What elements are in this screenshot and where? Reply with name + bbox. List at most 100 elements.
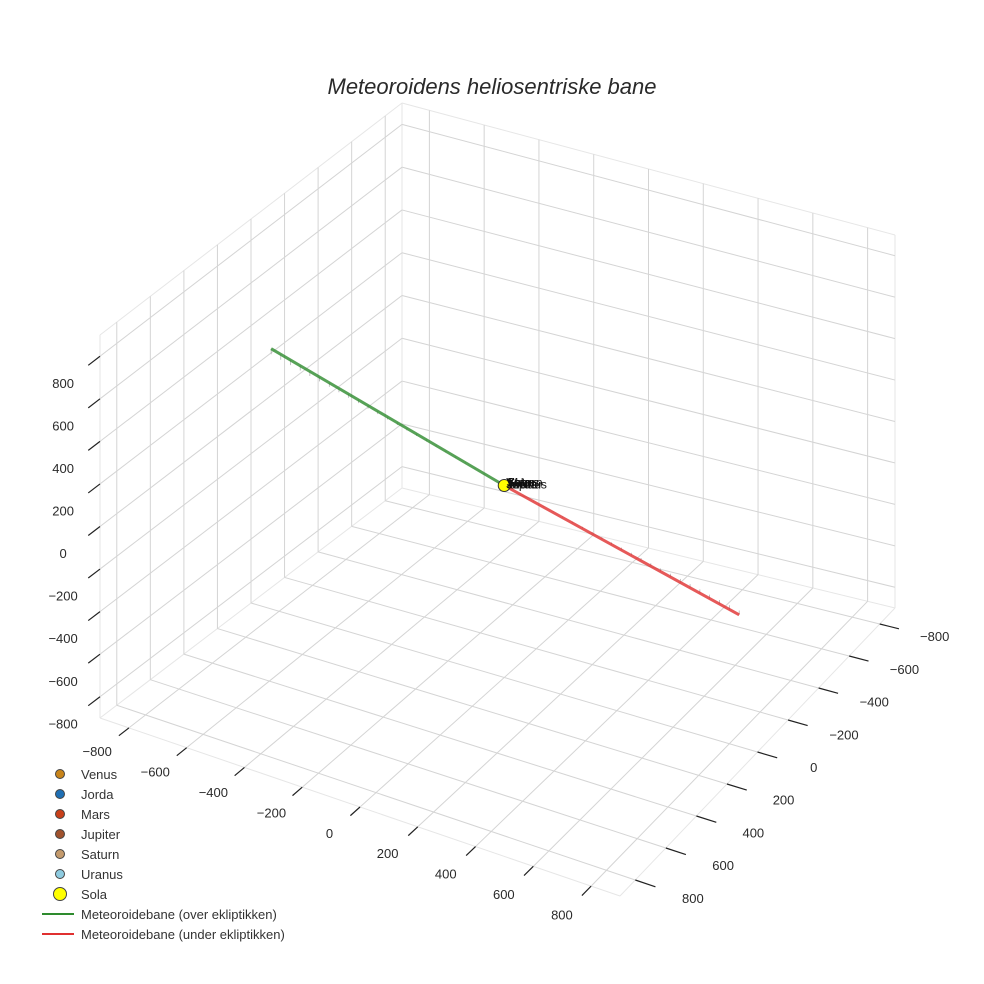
legend-line-icon — [36, 924, 84, 944]
z-tick — [87, 440, 101, 451]
grid-lines — [99, 102, 896, 897]
trajectory-line — [270, 347, 506, 487]
legend: Venus Jorda Mars Jupiter Saturn Uranus Sola Met… — [36, 764, 285, 944]
legend-item[interactable]: Jorda — [36, 784, 285, 804]
grid-line — [99, 166, 403, 400]
body-label: Saturn — [507, 476, 542, 490]
x-tick-label: 600 — [493, 887, 515, 902]
body-label: Sola — [506, 476, 530, 490]
x-tick-label: 200 — [377, 846, 399, 861]
grid-line — [99, 123, 403, 357]
grid-line — [150, 679, 666, 849]
y-tick — [757, 751, 778, 759]
x-tick — [292, 786, 303, 797]
legend-dot-icon — [36, 884, 84, 904]
x-tick-label: 0 — [326, 826, 333, 841]
z-tick — [87, 611, 101, 622]
x-tick — [523, 865, 534, 877]
y-tick-label: −200 — [829, 727, 858, 742]
y-tick-label: 0 — [810, 760, 817, 775]
trajectory-line — [503, 484, 740, 617]
legend-dot-icon — [36, 864, 84, 884]
legend-item[interactable]: Meteoroidebane (under ekliptikken) — [36, 924, 285, 944]
body-label: Jorda — [507, 478, 537, 492]
y-tick — [849, 655, 869, 662]
z-tick — [87, 696, 101, 707]
legend-dot-icon — [36, 784, 84, 804]
legend-line-icon — [36, 904, 84, 924]
z-tick — [87, 653, 101, 664]
z-tick-label: 800 — [52, 376, 74, 391]
y-tick — [787, 719, 808, 727]
z-tick-label: −200 — [48, 589, 77, 604]
grid-line — [590, 600, 868, 887]
z-tick — [87, 355, 101, 366]
y-tick-label: 200 — [773, 793, 795, 808]
x-tick-label: −200 — [257, 805, 286, 820]
legend-dot-icon — [36, 764, 84, 784]
axis-ticks: −800 −800 −800 −600 −600 −600 −400 −400 −400 −200… — [48, 355, 949, 923]
z-tick-label: −400 — [48, 631, 77, 646]
y-tick — [818, 687, 839, 694]
legend-label: Meteoroidebane (over ekliptikken) — [81, 906, 277, 922]
legend-label: Jupiter — [81, 826, 121, 842]
legend-dot-icon — [36, 824, 84, 844]
z-tick — [87, 398, 101, 409]
grid-line — [532, 587, 814, 867]
grid-line — [401, 166, 896, 298]
y-tick — [696, 815, 717, 823]
body-label: Mars — [508, 476, 535, 490]
chart-title: Meteoroidens heliosentriske bane — [327, 74, 657, 99]
legend-label: Saturn — [81, 846, 120, 862]
x-tick — [581, 885, 592, 897]
grid-line — [417, 560, 704, 828]
legend-item[interactable]: Saturn — [36, 844, 285, 864]
y-tick-label: 600 — [712, 858, 734, 873]
y-tick — [635, 879, 656, 888]
z-tick-label: −600 — [48, 674, 77, 689]
x-tick — [465, 846, 476, 857]
grid-line — [401, 123, 896, 257]
grid-line — [475, 574, 759, 847]
legend-item[interactable]: Mars — [36, 804, 285, 824]
x-tick-label: −600 — [141, 764, 170, 779]
x-tick-label: 800 — [551, 908, 573, 923]
body-label: Venus — [506, 476, 539, 490]
z-tick — [87, 568, 101, 579]
legend-label: Venus — [81, 766, 118, 782]
legend-item[interactable]: Uranus — [36, 864, 285, 884]
x-tick-label: −400 — [199, 785, 228, 800]
y-tick-label: −800 — [920, 629, 949, 644]
y-tick-label: 400 — [742, 825, 764, 840]
y-tick-label: −400 — [860, 695, 889, 710]
x-tick — [349, 806, 361, 817]
legend-label: Meteoroidebane (under ekliptikken) — [81, 926, 285, 942]
legend-label: Uranus — [81, 866, 123, 882]
y-tick-label: 800 — [682, 891, 704, 906]
grid-line — [217, 628, 728, 785]
legend-item[interactable]: Venus — [36, 764, 285, 784]
body-label: Jupiter — [506, 478, 542, 492]
y-tick — [726, 783, 747, 791]
legend-item[interactable]: Jupiter — [36, 824, 285, 844]
x-tick — [407, 826, 419, 837]
legend-item[interactable]: Meteoroidebane (over ekliptikken) — [36, 904, 285, 924]
legend-item[interactable]: Sola — [36, 884, 285, 904]
x-tick — [234, 766, 245, 777]
z-tick-label: 200 — [52, 504, 74, 519]
body-label: Uranus — [508, 478, 547, 492]
z-tick — [87, 526, 101, 536]
legend-dot-icon — [36, 804, 84, 824]
sun-marker — [497, 479, 511, 492]
z-tick-label: 600 — [52, 419, 74, 434]
legend-label: Jorda — [81, 786, 114, 802]
z-tick-label: 400 — [52, 461, 74, 476]
grid-line — [250, 602, 758, 753]
legend-label: Mars — [81, 806, 110, 822]
x-tick-label: −800 — [83, 744, 112, 759]
z-tick — [87, 483, 101, 494]
z-tick-label: −800 — [48, 716, 77, 731]
y-tick — [879, 623, 900, 630]
